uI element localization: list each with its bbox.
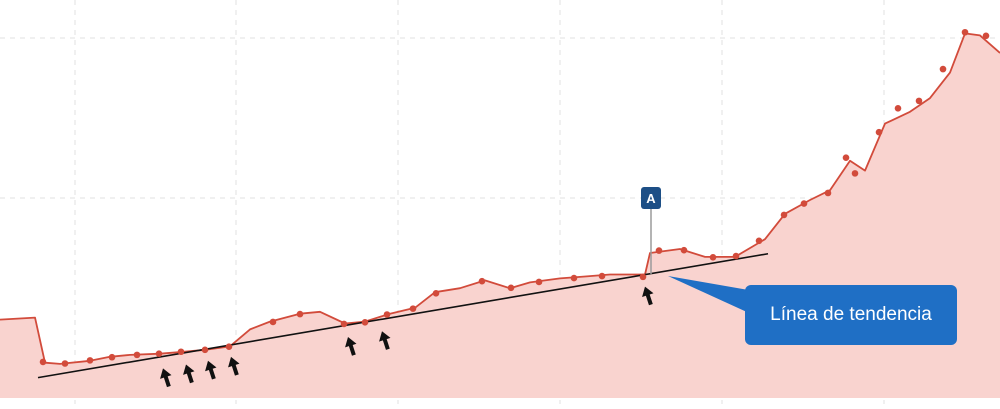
touch-arrow-icon xyxy=(205,360,217,380)
touch-arrow-icon xyxy=(345,337,357,356)
data-point xyxy=(86,357,94,364)
event-flag-label: A xyxy=(646,191,656,206)
touch-arrow-icon xyxy=(642,286,654,306)
arrow-shape xyxy=(183,364,195,384)
data-point xyxy=(225,343,233,350)
arrow-shape xyxy=(228,356,240,376)
data-point xyxy=(939,65,947,73)
flag-layer: A xyxy=(641,187,661,275)
arrow-shape xyxy=(205,360,217,380)
data-point xyxy=(177,348,185,356)
data-point xyxy=(982,32,990,40)
touch-arrow-icon xyxy=(228,356,240,376)
arrow-shape xyxy=(379,331,391,350)
data-point xyxy=(639,273,647,281)
data-point xyxy=(842,154,850,162)
data-point xyxy=(875,128,883,136)
callout-pointer xyxy=(668,276,760,318)
data-point xyxy=(155,350,163,358)
data-point xyxy=(201,346,209,354)
data-point xyxy=(570,274,578,282)
arrow-shape xyxy=(642,286,654,306)
data-point xyxy=(780,211,788,219)
data-point xyxy=(535,278,543,286)
touch-arrow-icon xyxy=(160,368,172,388)
data-point xyxy=(61,360,69,367)
data-point xyxy=(598,272,606,280)
data-point xyxy=(961,28,969,36)
trend-layer xyxy=(37,252,769,379)
data-point xyxy=(507,284,515,292)
data-point xyxy=(655,247,663,254)
data-point xyxy=(383,311,391,318)
data-point xyxy=(680,246,688,254)
data-point xyxy=(39,358,47,366)
trendline-callout: Línea de tendencia xyxy=(745,285,957,345)
arrow-shape xyxy=(345,337,357,356)
data-point xyxy=(824,189,832,197)
data-point xyxy=(432,290,440,297)
data-point xyxy=(296,310,304,318)
event-flag-box xyxy=(641,187,661,209)
data-point xyxy=(340,320,348,328)
trendline xyxy=(37,252,769,379)
data-point xyxy=(800,200,808,207)
arrow-layer xyxy=(160,286,654,388)
data-point xyxy=(269,318,277,326)
data-point xyxy=(915,97,923,105)
touch-arrow-icon xyxy=(183,364,195,384)
data-point xyxy=(108,353,116,361)
data-point xyxy=(409,305,417,312)
arrow-shape xyxy=(160,368,172,388)
touch-arrow-icon xyxy=(379,331,391,350)
data-point xyxy=(851,170,859,177)
data-point xyxy=(755,237,763,245)
data-point xyxy=(732,252,740,260)
data-point xyxy=(133,351,141,359)
data-point xyxy=(361,319,369,326)
data-point xyxy=(894,105,902,112)
data-point xyxy=(709,253,717,261)
marker-layer xyxy=(39,28,990,367)
data-point xyxy=(478,277,486,285)
